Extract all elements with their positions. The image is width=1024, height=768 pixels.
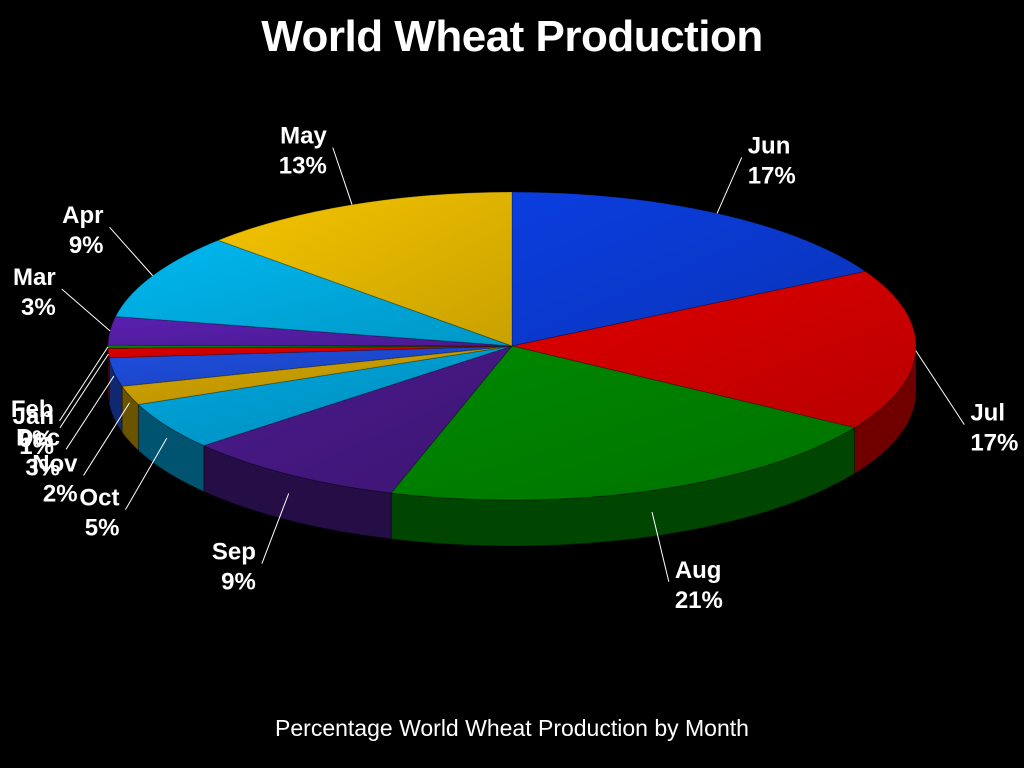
leader-line-dec xyxy=(65,375,115,450)
leader-line-jul xyxy=(915,350,965,425)
slice-value-feb: 0% xyxy=(19,426,54,453)
slice-may xyxy=(216,191,513,347)
slice-value-may: 13% xyxy=(279,153,327,180)
leader-line-sep xyxy=(261,493,290,564)
slice-value-aug: 21% xyxy=(675,587,723,614)
slice-aug xyxy=(390,345,856,501)
leader-line-jun xyxy=(716,157,743,214)
leader-line-may xyxy=(332,147,353,205)
slice-jul xyxy=(511,270,917,429)
slice-label-mar: Mar xyxy=(13,264,56,291)
leader-line-feb xyxy=(59,346,109,422)
leader-line-mar xyxy=(61,288,111,332)
slice-label-jun: Jun xyxy=(748,132,791,159)
slice-label-apr: Apr xyxy=(62,202,103,229)
slice-value-jul: 17% xyxy=(970,430,1018,457)
slice-value-mar: 3% xyxy=(21,294,56,321)
leader-line-jan xyxy=(59,353,109,429)
slice-value-jan: 1% xyxy=(19,433,54,460)
slice-sep xyxy=(202,344,514,494)
slice-jun xyxy=(511,191,867,347)
slice-mar xyxy=(107,315,513,347)
leader-line-nov xyxy=(83,402,130,476)
slice-value-apr: 9% xyxy=(69,232,104,259)
chart-subtitle: Percentage World Wheat Production by Mon… xyxy=(275,715,749,741)
slice-label-dec: Dec xyxy=(16,424,60,451)
slice-value-sep: 9% xyxy=(221,569,256,596)
leader-line-apr xyxy=(109,226,154,276)
leader-line-oct xyxy=(125,437,168,510)
slice-label-jan: Jan xyxy=(13,403,54,430)
slice-feb xyxy=(107,344,513,349)
slice-value-oct: 5% xyxy=(85,515,120,542)
slice-label-may: May xyxy=(280,123,327,150)
pie-top xyxy=(107,191,917,501)
slice-value-nov: 2% xyxy=(43,480,78,507)
slice-label-sep: Sep xyxy=(212,539,256,566)
slice-jan xyxy=(107,345,513,359)
slice-label-aug: Aug xyxy=(675,557,722,584)
slice-value-jun: 17% xyxy=(748,162,796,189)
slice-nov xyxy=(121,345,513,406)
slice-value-dec: 3% xyxy=(25,454,60,481)
pie-sides xyxy=(107,345,917,547)
slice-dec xyxy=(108,345,513,387)
slice-label-feb: Feb xyxy=(11,396,54,423)
chart-title: World Wheat Production xyxy=(261,12,763,61)
leader-line-aug xyxy=(651,511,670,582)
slice-oct xyxy=(137,345,513,447)
slice-labels: Jun 17% Jul 17% Aug 21% Sep 9% Oct 5% Nov 2% Dec 3% Ja… xyxy=(11,123,1019,614)
slice-label-jul: Jul xyxy=(970,400,1005,427)
slice-label-oct: Oct xyxy=(79,485,119,512)
slice-label-nov: Nov xyxy=(32,450,78,477)
